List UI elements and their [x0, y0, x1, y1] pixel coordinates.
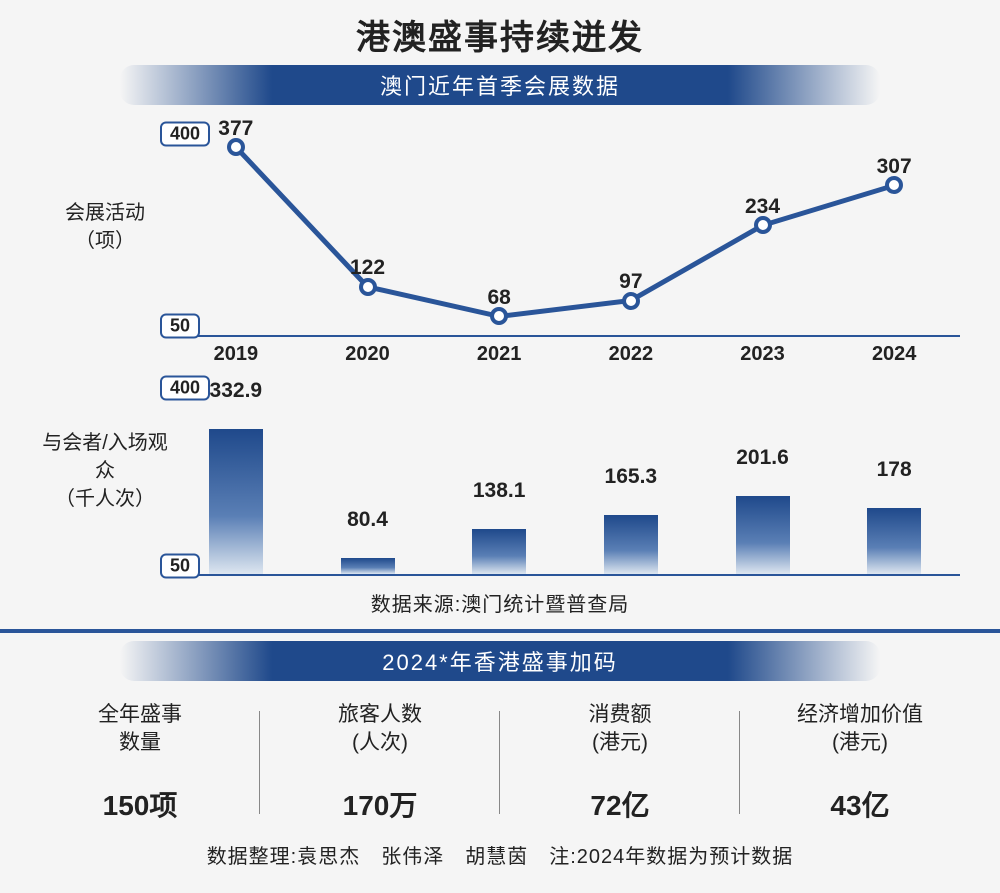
bar-data-label: 201.6 — [736, 446, 789, 470]
bar-tick-top: 400 — [160, 375, 210, 400]
hk-banner: 2024*年香港盛事加码 — [120, 641, 880, 681]
line-y-label-2: （项） — [75, 227, 135, 255]
stat-item: 旅客人数(人次) 170万 — [260, 701, 500, 824]
bar-y-label-1: 与会者/入场观众 — [40, 429, 170, 485]
bar-data-label: 178 — [877, 458, 912, 482]
bar — [604, 515, 658, 574]
x-label: 2021 — [433, 343, 565, 366]
stat-value: 43亿 — [740, 784, 980, 824]
bar-data-label: 80.4 — [347, 508, 388, 532]
line-data-label: 307 — [877, 155, 912, 179]
x-label: 2023 — [697, 343, 829, 366]
bar — [736, 496, 790, 574]
line-data-label: 234 — [745, 195, 780, 219]
x-label: 2019 — [170, 343, 302, 366]
bar-data-label: 138.1 — [473, 479, 526, 503]
macau-banner: 澳门近年首季会展数据 — [120, 65, 880, 105]
bar — [341, 558, 395, 574]
line-marker — [490, 307, 508, 325]
macau-source: 数据来源:澳门统计暨普查局 — [40, 576, 960, 625]
stat-item: 经济增加价值(港元) 43亿 — [740, 701, 980, 824]
bar-chart: 400 50 332.980.4138.1165.3201.6178 — [170, 376, 960, 576]
stat-item: 全年盛事数量 150项 — [20, 701, 260, 824]
macau-charts: 会展活动 （项） 400 50 3771226897234307 2019202… — [0, 113, 1000, 625]
line-chart: 400 50 3771226897234307 — [170, 117, 960, 337]
stat-value: 150项 — [20, 784, 260, 824]
divider — [0, 629, 1000, 633]
line-marker — [227, 138, 245, 156]
x-label: 2022 — [565, 343, 697, 366]
line-x-labels: 201920202021202220232024 — [40, 343, 960, 366]
line-data-label: 97 — [619, 270, 642, 294]
line-data-label: 68 — [487, 286, 510, 310]
bar-tick-bottom: 50 — [160, 554, 200, 579]
stat-item: 消费额(港元) 72亿 — [500, 701, 740, 824]
line-y-label: 会展活动 （项） — [40, 117, 170, 337]
bar — [209, 429, 263, 574]
line-marker — [622, 292, 640, 310]
bar-data-label: 165.3 — [605, 465, 658, 489]
stat-value: 170万 — [260, 784, 500, 824]
footnote: 数据整理:袁思杰 张伟泽 胡慧茵 注:2024年数据为预计数据 — [0, 828, 1000, 881]
bar-data-label: 332.9 — [210, 379, 263, 403]
stat-title: 消费额(港元) — [500, 701, 740, 758]
line-marker — [885, 176, 903, 194]
bar-y-label: 与会者/入场观众 （千人次） — [40, 366, 170, 576]
x-label: 2020 — [302, 343, 434, 366]
bar-chart-row: 与会者/入场观众 （千人次） 400 50 332.9 80.4 138.1 165.… — [40, 366, 960, 576]
line-marker — [359, 278, 377, 296]
line-data-label: 377 — [218, 117, 253, 141]
line-marker — [754, 216, 772, 234]
stat-value: 72亿 — [500, 784, 740, 824]
x-label: 2024 — [828, 343, 960, 366]
bar-y-label-2: （千人次） — [55, 485, 155, 513]
stat-title: 旅客人数(人次) — [260, 701, 500, 758]
stat-title: 全年盛事数量 — [20, 701, 260, 758]
line-chart-row: 会展活动 （项） 400 50 3771226897234307 — [40, 117, 960, 337]
bar — [867, 508, 921, 574]
hk-stats: 全年盛事数量 150项旅客人数(人次) 170万消费额(港元) 72亿经济增加价值(港… — [0, 689, 1000, 828]
line-y-label-1: 会展活动 — [65, 199, 145, 227]
main-title: 港澳盛事持续迸发 — [0, 0, 1000, 65]
stat-title: 经济增加价值(港元) — [740, 701, 980, 758]
line-data-label: 122 — [350, 256, 385, 280]
line-svg — [170, 117, 960, 335]
bar — [472, 529, 526, 574]
